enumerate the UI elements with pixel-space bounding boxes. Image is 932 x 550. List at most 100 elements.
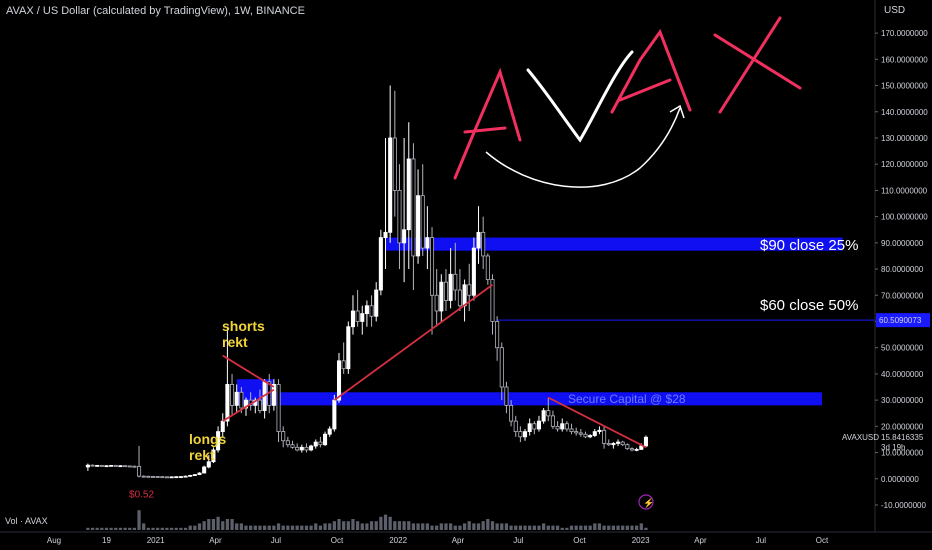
candle-body xyxy=(378,237,383,291)
candle-body xyxy=(313,441,318,447)
candle-body xyxy=(490,279,495,322)
candle-body xyxy=(327,428,332,435)
price-zone xyxy=(236,392,822,406)
volume-bar xyxy=(453,525,457,530)
candle-body xyxy=(518,431,523,438)
candle-body xyxy=(369,305,374,317)
volume-bar xyxy=(281,525,285,530)
volume-bar xyxy=(383,514,388,530)
volume-bar xyxy=(137,510,141,530)
longs-rekt-line2: rekt xyxy=(189,447,215,463)
candle-body xyxy=(541,410,546,422)
volume-bar xyxy=(611,525,616,530)
volume-bar xyxy=(314,523,318,530)
volume-label: Vol · AVAX xyxy=(5,516,48,526)
volume-bar xyxy=(132,527,137,530)
volume-bar xyxy=(104,527,109,530)
volume-bar xyxy=(425,523,429,530)
y-tick-label: 140.0000000 xyxy=(881,108,928,117)
y-tick-label: 100.0000000 xyxy=(881,213,928,222)
candle-body xyxy=(625,444,630,450)
volume-bar xyxy=(318,525,323,530)
volume-bar xyxy=(146,527,150,530)
candle-body xyxy=(606,442,611,446)
candle-body xyxy=(211,449,216,463)
longs-rekt-line1: longs xyxy=(189,431,227,447)
volume-bar xyxy=(221,521,225,530)
currency-label: USD xyxy=(884,5,906,16)
zone-label-secure-capital: Secure Capital @ $28 xyxy=(568,392,686,406)
candle-body xyxy=(546,410,551,417)
volume-bar xyxy=(374,521,378,530)
candle-body xyxy=(225,384,230,422)
candle-body xyxy=(202,466,207,474)
candle-body xyxy=(164,476,169,479)
volume-bar xyxy=(607,525,611,530)
y-tick-label: 80.0000000 xyxy=(881,265,924,274)
volume-bar xyxy=(467,521,471,530)
candle-body xyxy=(285,440,290,446)
volume-bar xyxy=(551,525,555,530)
volume-bar xyxy=(239,523,243,530)
candle-body xyxy=(150,476,156,478)
volume-bar xyxy=(630,525,634,530)
y-tick-label: 170.0000000 xyxy=(881,29,928,38)
volume-bar xyxy=(369,521,374,530)
volume-bar xyxy=(262,525,267,530)
candle-body xyxy=(216,431,221,451)
volume-bar xyxy=(360,523,364,530)
candle-body xyxy=(429,237,435,296)
volume-bar xyxy=(309,525,313,530)
candle-body xyxy=(481,231,486,257)
chart-header-title: AVAX / US Dollar (calculated by TradingV… xyxy=(6,5,305,17)
volume-bar xyxy=(523,525,527,530)
candle-body xyxy=(434,294,439,312)
avax-letter-a2 xyxy=(610,28,692,114)
candle-body xyxy=(141,475,146,478)
volume-bar xyxy=(86,527,90,530)
volume-bar xyxy=(272,525,276,530)
volume-bar xyxy=(351,519,355,530)
candle-body xyxy=(137,466,142,477)
y-tick-label: 0.0000000 xyxy=(881,475,919,484)
volume-bar xyxy=(114,527,118,530)
volume-bar xyxy=(109,527,113,530)
shorts-rekt-line2: rekt xyxy=(222,334,248,350)
candle-body xyxy=(523,431,528,438)
candle-body xyxy=(592,431,597,436)
candle-body xyxy=(90,464,95,467)
candle-body xyxy=(611,442,616,446)
volume-bar xyxy=(569,525,574,530)
candle-body xyxy=(206,461,211,468)
volume-bar xyxy=(225,519,230,530)
volume-bar xyxy=(439,523,443,530)
y-axis: 170.0000000 160.0000000 150.0000000 140.000… xyxy=(874,0,928,532)
volume-bar xyxy=(235,523,239,530)
volume-bar xyxy=(565,527,569,530)
volume-bar xyxy=(118,527,123,530)
shorts-rekt-line1: shorts xyxy=(222,318,265,334)
candle-body xyxy=(132,465,137,468)
candle-body xyxy=(364,305,369,315)
volume-bar xyxy=(304,525,309,530)
candle-body xyxy=(620,441,625,446)
candle-body xyxy=(416,195,421,257)
volume-bar xyxy=(151,527,155,530)
volume-bar xyxy=(486,519,490,530)
volume-bar xyxy=(337,519,341,530)
volume-bar xyxy=(421,523,425,530)
volume-bar xyxy=(588,525,592,530)
candle-body xyxy=(504,386,509,406)
volume-bar xyxy=(295,525,299,530)
candle-body xyxy=(99,465,104,467)
candle-body xyxy=(639,445,644,450)
volume-bar xyxy=(616,525,620,530)
volume-bar xyxy=(253,525,257,530)
candle-body xyxy=(350,310,355,328)
candle-body xyxy=(109,465,114,467)
volume-bar xyxy=(500,523,504,530)
volume-bar xyxy=(448,523,453,530)
candle-body xyxy=(425,237,430,249)
volume-bar xyxy=(355,521,360,530)
